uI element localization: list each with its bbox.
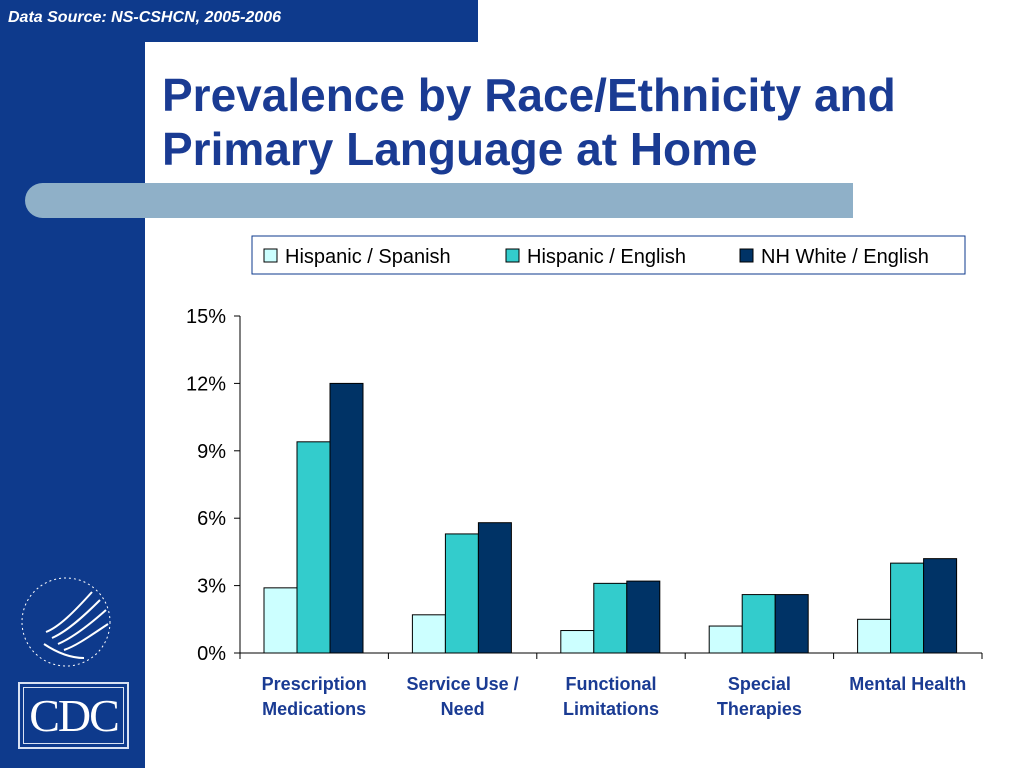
- x-category-label: Therapies: [717, 699, 802, 719]
- bar-3-cat-4: [774, 594, 809, 654]
- x-category-label: Mental Health: [849, 674, 966, 694]
- x-category-label: Limitations: [563, 699, 659, 719]
- bar-3-cat-5: [923, 558, 958, 654]
- x-category-label: Functional: [566, 674, 657, 694]
- title-line-2: Primary Language at Home: [162, 123, 758, 175]
- bar-3-cat-1: [329, 382, 364, 654]
- legend-swatch: [263, 248, 278, 263]
- bar-1-cat-2: [411, 614, 446, 654]
- legend-label: NH White / English: [761, 246, 929, 268]
- bar-2-cat-4: [741, 594, 776, 654]
- legend-swatch: [739, 248, 754, 263]
- x-category-label: Medications: [262, 699, 366, 719]
- bar-3-cat-3: [626, 580, 661, 654]
- y-tick-label: 15%: [186, 306, 226, 328]
- bar-3-cat-2: [477, 522, 512, 654]
- bar-1-cat-1: [263, 587, 298, 654]
- hhs-eagle-seal-icon: [21, 577, 111, 667]
- bar-2-cat-1: [296, 441, 331, 654]
- bar-2-cat-3: [593, 582, 628, 654]
- legend-label: Hispanic / English: [527, 246, 686, 268]
- title-divider: [25, 183, 853, 218]
- data-source-note: Data Source: NS-CSHCN, 2005-2006: [8, 9, 281, 26]
- top-source-band: Data Source: NS-CSHCN, 2005-2006: [0, 0, 478, 42]
- page-title: Prevalence by Race/Ethnicity and Primary…: [162, 68, 1012, 176]
- legend-swatch: [505, 248, 520, 263]
- y-tick-label: 0%: [197, 643, 226, 665]
- cdc-logo-text: CDC: [23, 687, 124, 744]
- legend-label: Hispanic / Spanish: [285, 246, 451, 268]
- legend-box: [251, 235, 966, 275]
- bar-2-cat-5: [890, 562, 925, 654]
- y-tick-label: 9%: [197, 441, 226, 463]
- cdc-logo: CDC: [18, 682, 129, 749]
- bar-1-cat-3: [560, 630, 595, 654]
- x-category-label: Need: [441, 699, 485, 719]
- bar-1-cat-4: [708, 625, 743, 654]
- title-line-1: Prevalence by Race/Ethnicity and: [162, 69, 896, 121]
- x-category-label: Service Use /: [407, 674, 519, 694]
- x-category-label: Prescription: [262, 674, 367, 694]
- bar-2-cat-2: [444, 533, 479, 654]
- bar-1-cat-5: [857, 618, 892, 654]
- x-category-label: Special: [728, 674, 791, 694]
- y-tick-label: 3%: [197, 576, 226, 598]
- y-tick-label: 12%: [186, 373, 226, 395]
- y-tick-label: 6%: [197, 508, 226, 530]
- left-sidebar-band: [0, 0, 145, 768]
